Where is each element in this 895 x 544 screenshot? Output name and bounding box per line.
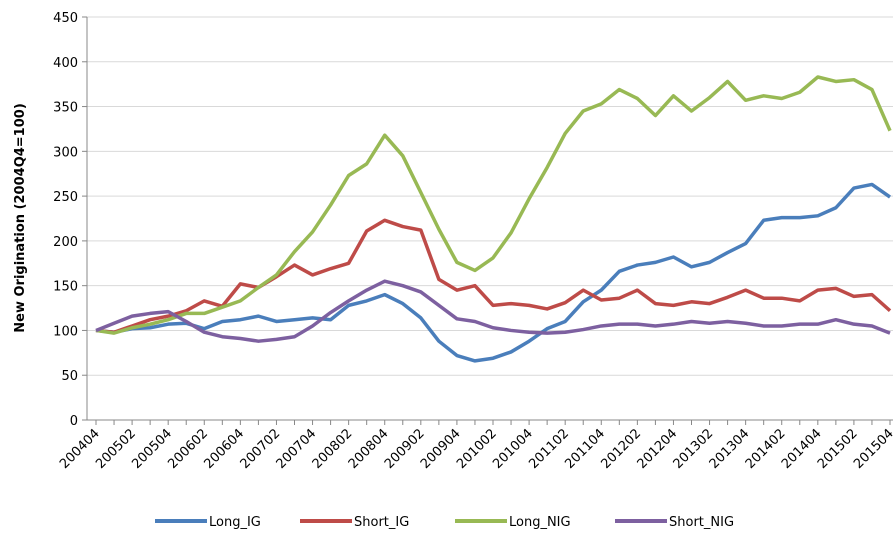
x-tick-label: 201504 <box>851 426 895 472</box>
series-line <box>95 182 891 363</box>
series-line <box>95 218 892 334</box>
legend-label: Long_NIG <box>509 515 571 530</box>
y-tick-label: 450 <box>53 11 78 26</box>
y-tick-label: 200 <box>53 235 78 250</box>
series-line <box>95 279 891 343</box>
y-tick-label: 100 <box>53 324 78 339</box>
y-tick-label: 400 <box>53 56 78 71</box>
y-tick-label: 50 <box>61 369 78 384</box>
y-axis-title: New Origination (2004Q4=100) <box>13 103 28 333</box>
y-tick-label: 300 <box>53 145 78 160</box>
series-line <box>95 75 892 335</box>
legend-label: Short_NIG <box>669 515 734 530</box>
legend-label: Short_IG <box>354 515 409 530</box>
y-tick-label: 0 <box>70 414 78 429</box>
y-tick-label: 350 <box>53 101 78 116</box>
legend-label: Long_IG <box>209 515 261 530</box>
y-tick-label: 150 <box>53 280 78 295</box>
y-tick-label: 250 <box>53 190 78 205</box>
